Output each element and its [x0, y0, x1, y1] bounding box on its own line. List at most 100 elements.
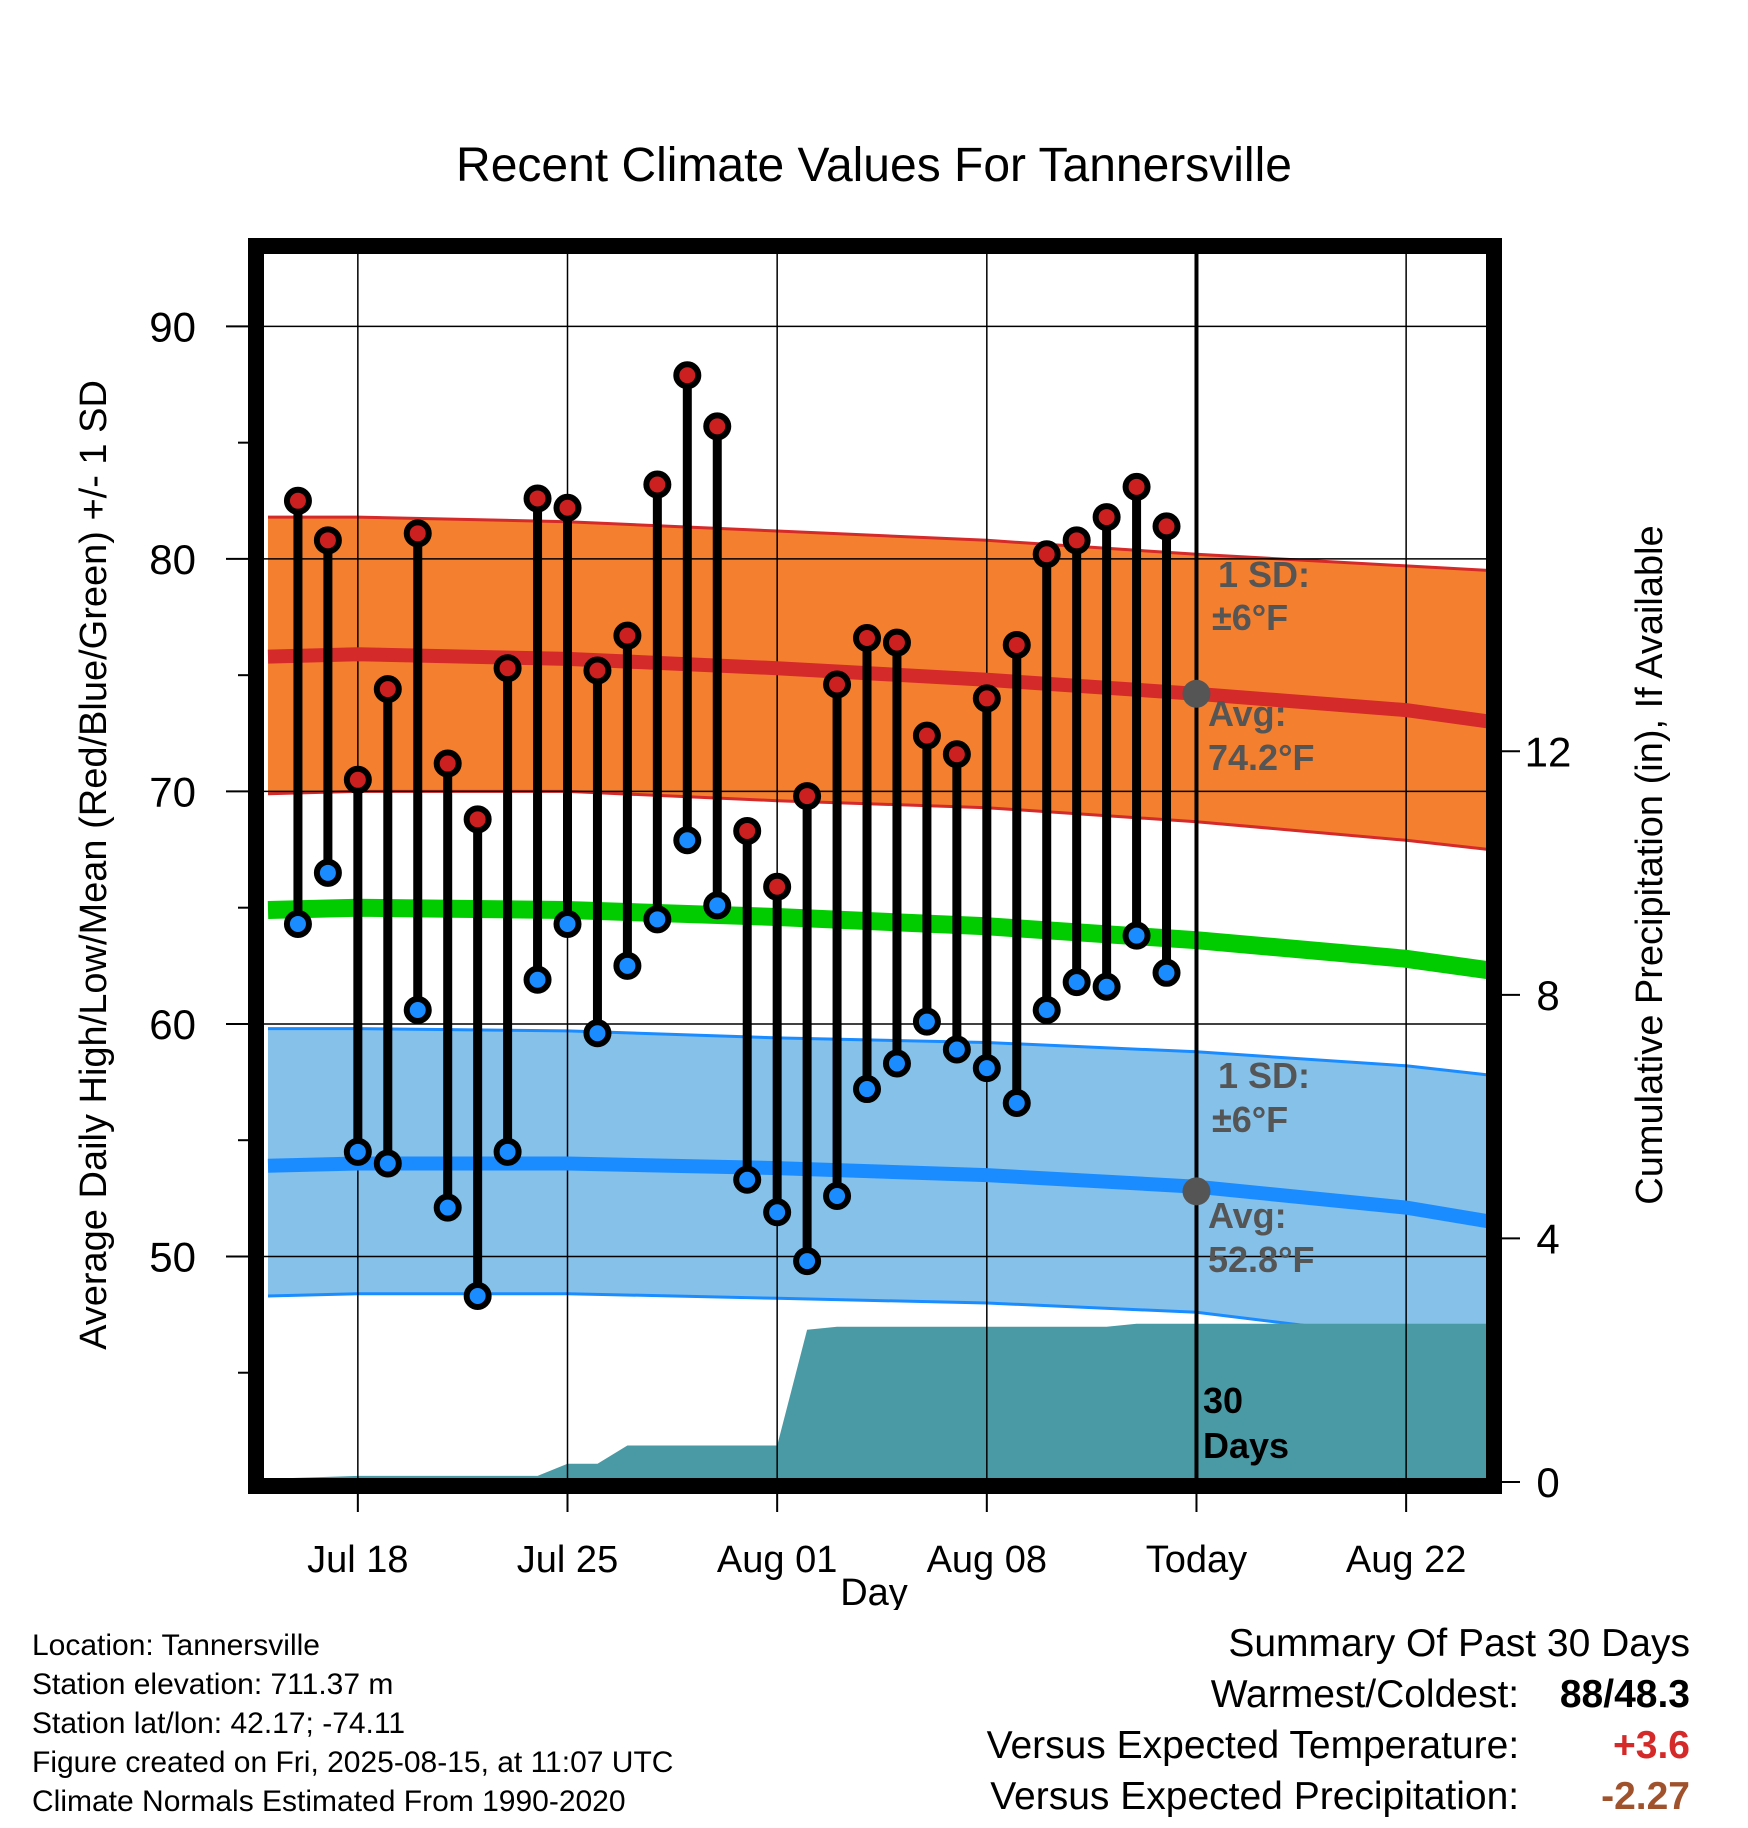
low-point — [912, 1007, 941, 1036]
low-point — [763, 1198, 792, 1227]
low-sd-upper-edge — [268, 1027, 1490, 1077]
x-axis-label: Day — [840, 1572, 908, 1610]
x-axis: Jul 18 Jul 25 Aug 01 Aug 08 Today Aug 22 — [307, 1494, 1466, 1581]
y-tick-label: 90 — [149, 303, 196, 350]
low-point — [942, 1035, 971, 1064]
low-point — [1092, 972, 1121, 1001]
x-tick-label: Aug 22 — [1346, 1539, 1466, 1581]
low-point — [1002, 1089, 1031, 1118]
summary-temp: Versus Expected Temperature: +3.6 — [987, 1720, 1690, 1771]
temp-value: +3.6 — [1613, 1724, 1690, 1767]
high-point — [1062, 526, 1091, 555]
plot-frame — [248, 238, 1502, 1494]
precip-label: Versus Expected Precipitation: — [990, 1775, 1520, 1818]
high-point — [523, 484, 552, 513]
climate-chart: Recent Climate Values For Tannersville 1… — [73, 139, 1671, 1610]
chart-title: Recent Climate Values For Tannersville — [456, 139, 1292, 192]
x-tick-label: Aug 01 — [717, 1539, 837, 1581]
low-avg-label: Avg: — [1208, 1195, 1287, 1236]
mean-avg-line — [267, 898, 1490, 980]
high-point — [972, 684, 1001, 713]
low-point — [643, 905, 672, 934]
low-sd-value: ±6°F — [1212, 1099, 1288, 1140]
y2-axis-label: Cumulative Precipitation (in), If Availa… — [1629, 525, 1671, 1204]
low-point — [553, 909, 582, 938]
today-low-avg-marker — [1182, 1177, 1211, 1206]
low-point — [583, 1019, 612, 1048]
low-point — [493, 1137, 522, 1166]
low-point — [433, 1193, 462, 1222]
high-point — [703, 412, 732, 441]
low-sd-label: 1 SD: — [1218, 1055, 1310, 1096]
summary-warm-cold: Warmest/Coldest: 88/48.3 — [987, 1669, 1690, 1720]
precip-value: -2.27 — [1601, 1775, 1690, 1818]
precip-area — [262, 1323, 1490, 1482]
high-point — [1032, 540, 1061, 569]
low-point — [823, 1182, 852, 1211]
y-tick-label: 80 — [149, 536, 196, 583]
high-point — [343, 765, 372, 794]
low-point — [613, 951, 642, 980]
low-point — [853, 1075, 882, 1104]
low-point — [733, 1165, 762, 1194]
y-axis-left: 50 60 70 80 90 — [149, 303, 248, 1374]
high-point — [433, 749, 462, 778]
high-point — [283, 486, 312, 515]
low-point — [343, 1137, 372, 1166]
low-point — [793, 1247, 822, 1276]
y-axis-right: 0 4 8 12 — [1502, 728, 1571, 1506]
high-point — [403, 519, 432, 548]
high-point — [853, 623, 882, 652]
warm-cold-label: Warmest/Coldest: — [1210, 1673, 1520, 1716]
today-high-avg-marker — [1182, 679, 1211, 708]
low-point — [882, 1049, 911, 1078]
high-point — [1092, 503, 1121, 532]
days-label: Days — [1203, 1425, 1289, 1466]
high-sd-upper-edge — [268, 515, 1490, 572]
high-point — [1122, 472, 1151, 501]
high-point — [1152, 512, 1181, 541]
high-point — [373, 675, 402, 704]
high-point — [463, 805, 492, 834]
high-sd-band — [268, 517, 1490, 850]
x-tick-label: Today — [1146, 1539, 1247, 1581]
y-axis-label: Average Daily High/Low/Mean (Red/Blue/Gr… — [73, 380, 115, 1350]
days-count: 30 — [1203, 1380, 1243, 1421]
low-point — [1122, 921, 1151, 950]
temp-label: Versus Expected Temperature: — [986, 1724, 1520, 1767]
low-point — [523, 965, 552, 994]
station-info: Location: Tannersville Station elevation… — [32, 1626, 673, 1821]
y2-tick-label: 4 — [1536, 1215, 1559, 1262]
high-sd-value: ±6°F — [1212, 597, 1288, 638]
summary-panel: Summary Of Past 30 Days Warmest/Coldest:… — [987, 1618, 1690, 1822]
high-point — [553, 493, 582, 522]
high-point — [583, 656, 612, 685]
low-point — [1062, 968, 1091, 997]
high-point — [793, 782, 822, 811]
y-tick-label: 50 — [149, 1233, 196, 1280]
high-point — [942, 740, 971, 769]
y2-tick-label: 0 — [1536, 1459, 1559, 1506]
y2-tick-label: 8 — [1536, 972, 1559, 1019]
summary-precip: Versus Expected Precipitation: -2.27 — [987, 1771, 1690, 1822]
high-point — [823, 670, 852, 699]
x-tick-label: Aug 08 — [927, 1539, 1047, 1581]
summary-heading: Summary Of Past 30 Days — [1228, 1622, 1690, 1665]
low-point — [463, 1281, 492, 1310]
low-point — [1152, 958, 1181, 987]
x-tick-label: Jul 25 — [517, 1539, 618, 1581]
high-sd-label: 1 SD: — [1218, 554, 1310, 595]
created-text: Figure created on Fri, 2025-08-15, at 11… — [32, 1746, 674, 1779]
elevation-text: Station elevation: 711.37 m — [32, 1668, 394, 1701]
low-point — [673, 826, 702, 855]
y-tick-label: 70 — [149, 768, 196, 815]
low-avg-value: 52.8°F — [1208, 1239, 1314, 1280]
x-tick-label: Jul 18 — [307, 1539, 408, 1581]
high-point — [882, 628, 911, 657]
high-avg-label: Avg: — [1208, 693, 1287, 734]
low-point — [703, 891, 732, 920]
high-point — [733, 816, 762, 845]
location-text: Location: Tannersville — [32, 1629, 320, 1662]
high-avg-line — [267, 647, 1490, 729]
